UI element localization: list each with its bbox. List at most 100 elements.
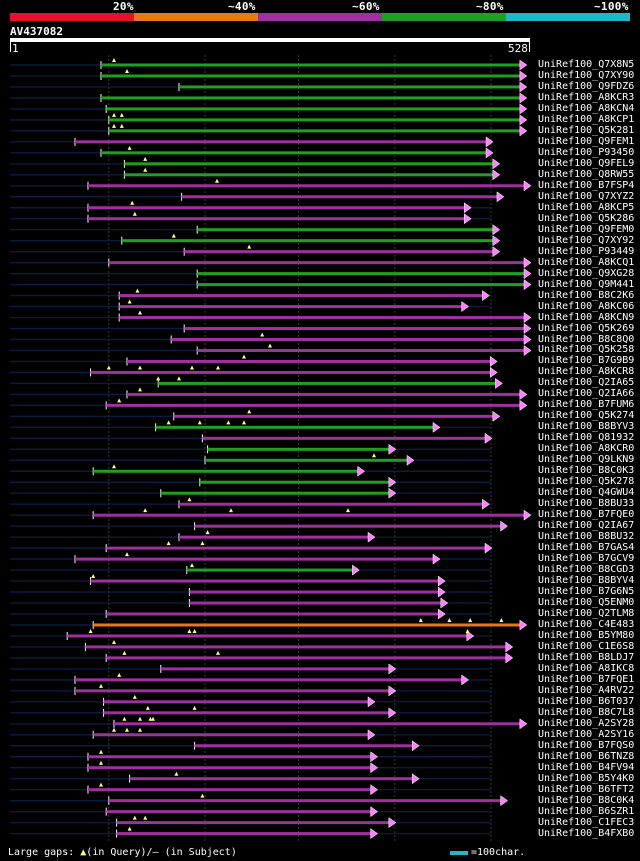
- hit-label[interactable]: UniRef100_B7FQS0: [538, 739, 635, 751]
- hit-label[interactable]: UniRef100_P93449: [538, 245, 635, 257]
- hit-label[interactable]: UniRef100_Q9FEL9: [538, 157, 635, 169]
- hit-end-arrow-icon: [463, 202, 472, 214]
- hit-bar: [90, 370, 492, 374]
- hit-label[interactable]: UniRef100_Q9XG28: [538, 267, 635, 279]
- hit-label[interactable]: UniRef100_B7FQE1: [538, 673, 635, 685]
- hit-label[interactable]: UniRef100_A8KCP5: [538, 201, 635, 213]
- hit-label[interactable]: UniRef100_B7GCV9: [538, 553, 635, 565]
- legend-marker-60: ~60%: [352, 0, 380, 13]
- hit-bar: [85, 645, 507, 649]
- hit-label[interactable]: UniRef100_A8KCQ1: [538, 256, 635, 268]
- hit-label[interactable]: UniRef100_Q5K274: [538, 410, 635, 422]
- hit-bar: [93, 623, 521, 627]
- hit-label[interactable]: UniRef100_B8C8Q0: [538, 333, 635, 345]
- hit-label[interactable]: UniRef100_B8CGD3: [538, 564, 635, 576]
- gap-marker-icon: [216, 650, 220, 655]
- hit-label[interactable]: UniRef100_B8C0K3: [538, 465, 635, 477]
- hit-label[interactable]: UniRef100_Q5K258: [538, 344, 635, 356]
- hit-label[interactable]: UniRef100_C4E483: [538, 618, 635, 630]
- hit-label[interactable]: UniRef100_A8KCN9: [538, 311, 635, 323]
- hit-end-arrow-icon: [523, 312, 532, 324]
- hit-label[interactable]: UniRef100_Q7XY92: [538, 234, 635, 246]
- hit-label[interactable]: UniRef100_A8KCR0: [538, 443, 635, 455]
- hit-label[interactable]: UniRef100_A4RV22: [538, 684, 635, 696]
- gap-marker-icon: [242, 354, 246, 359]
- hit-label[interactable]: UniRef100_B8BU32: [538, 531, 635, 543]
- hit-label[interactable]: UniRef100_B8C7L8: [538, 706, 635, 718]
- hit-label[interactable]: UniRef100_B6T037: [538, 695, 635, 707]
- hit-label[interactable]: UniRef100_A8KCN4: [538, 102, 635, 114]
- hit-label[interactable]: UniRef100_B8BYV3: [538, 421, 635, 433]
- hit-label[interactable]: UniRef100_B4FXB0: [538, 827, 635, 839]
- hit-label[interactable]: UniRef100_Q9M441: [538, 278, 635, 290]
- gap-marker-icon: [99, 782, 103, 787]
- hit-bar: [88, 206, 466, 210]
- hit-label[interactable]: UniRef100_B6TNZ8: [538, 750, 635, 762]
- hit-label[interactable]: UniRef100_Q7XYZ2: [538, 190, 635, 202]
- hit-label[interactable]: UniRef100_B7G6N5: [538, 586, 635, 598]
- hit-label[interactable]: UniRef100_Q81932: [538, 432, 635, 444]
- hit-label[interactable]: UniRef100_B8BU33: [538, 498, 635, 510]
- hit-label[interactable]: UniRef100_Q4GWU4: [538, 487, 635, 499]
- hit-bar: [88, 788, 372, 792]
- hit-label[interactable]: UniRef100_Q5K269: [538, 322, 635, 334]
- hit-label[interactable]: UniRef100_B8C2K6: [538, 289, 635, 301]
- hit-end-arrow-icon: [411, 740, 420, 752]
- hit-label[interactable]: UniRef100_B8LDJ7: [538, 651, 635, 663]
- hit-bar: [124, 173, 494, 177]
- hit-label[interactable]: UniRef100_A8KC06: [538, 300, 635, 312]
- gap-marker-icon: [138, 727, 142, 732]
- hit-label[interactable]: UniRef100_Q9FEM0: [538, 223, 635, 235]
- hit-label[interactable]: UniRef100_B8C0K4: [538, 794, 635, 806]
- hit-label[interactable]: UniRef100_Q5K281: [538, 124, 635, 136]
- hit-end-arrow-icon: [466, 630, 475, 642]
- hit-label[interactable]: UniRef100_B5Y4K0: [538, 772, 635, 784]
- hit-label[interactable]: UniRef100_A2SY16: [538, 728, 635, 740]
- hit-label[interactable]: UniRef100_Q5K286: [538, 212, 635, 224]
- hit-end-arrow-icon: [388, 707, 397, 719]
- hit-label[interactable]: UniRef100_B7FUM6: [538, 399, 635, 411]
- gap-legend-subject: (in Subject): [164, 847, 237, 858]
- hit-label[interactable]: UniRef100_B5YM80: [538, 629, 635, 641]
- hit-label[interactable]: UniRef100_A8KCR8: [538, 366, 635, 378]
- hit-label[interactable]: UniRef100_B7FSP4: [538, 179, 635, 191]
- hit-label[interactable]: UniRef100_B7FQE0: [538, 509, 635, 521]
- hit-bar: [158, 381, 497, 385]
- hit-bar: [106, 810, 372, 814]
- gap-marker-icon: [99, 760, 103, 765]
- hit-label[interactable]: UniRef100_A8KCP1: [538, 113, 635, 125]
- hit-end-arrow-icon: [437, 575, 446, 587]
- color-key-segment-60: [258, 13, 382, 21]
- hit-label[interactable]: UniRef100_Q2IA67: [538, 520, 635, 532]
- hit-label[interactable]: UniRef100_Q2TLM8: [538, 608, 635, 619]
- hit-label[interactable]: UniRef100_B7GAS4: [538, 542, 635, 554]
- hit-label[interactable]: UniRef100_Q9LKN9: [538, 454, 635, 466]
- hit-label[interactable]: UniRef100_B6SZR1: [538, 805, 635, 817]
- hit-label[interactable]: UniRef100_A2SY28: [538, 717, 635, 729]
- hit-label[interactable]: UniRef100_Q9FEM1: [538, 135, 635, 147]
- hit-label[interactable]: UniRef100_Q5ENM0: [538, 597, 635, 609]
- hit-label[interactable]: UniRef100_Q8RW55: [538, 168, 635, 180]
- hit-bar: [88, 755, 372, 759]
- hit-label[interactable]: UniRef100_C1E6S8: [538, 640, 635, 652]
- gap-marker-icon: [190, 365, 194, 370]
- hit-bar: [75, 678, 463, 682]
- hit-bar: [194, 744, 414, 748]
- hit-label[interactable]: UniRef100_Q5K278: [538, 476, 635, 488]
- hit-label[interactable]: UniRef100_B7G9B9: [538, 355, 635, 367]
- hit-label[interactable]: UniRef100_B8BYV4: [538, 575, 635, 587]
- hit-label[interactable]: UniRef100_Q2IA65: [538, 377, 635, 389]
- hit-label[interactable]: UniRef100_A8IKC8: [538, 662, 635, 674]
- hit-end-arrow-icon: [367, 531, 376, 543]
- hit-label[interactable]: UniRef100_B6TFT2: [538, 783, 635, 795]
- gap-marker-icon: [247, 409, 252, 414]
- hit-label[interactable]: UniRef100_B4FV94: [538, 761, 635, 773]
- hit-label[interactable]: UniRef100_Q7XY90: [538, 69, 635, 81]
- hit-label[interactable]: UniRef100_Q2IA66: [538, 388, 635, 400]
- hit-label[interactable]: UniRef100_A8KCR3: [538, 91, 635, 103]
- hit-label[interactable]: UniRef100_Q7X8N5: [538, 59, 635, 70]
- hit-end-arrow-icon: [523, 323, 532, 335]
- hit-label[interactable]: UniRef100_P93450: [538, 146, 635, 158]
- hit-label[interactable]: UniRef100_C1FEC3: [538, 816, 635, 828]
- hit-label[interactable]: UniRef100_Q9FDZ6: [538, 80, 635, 92]
